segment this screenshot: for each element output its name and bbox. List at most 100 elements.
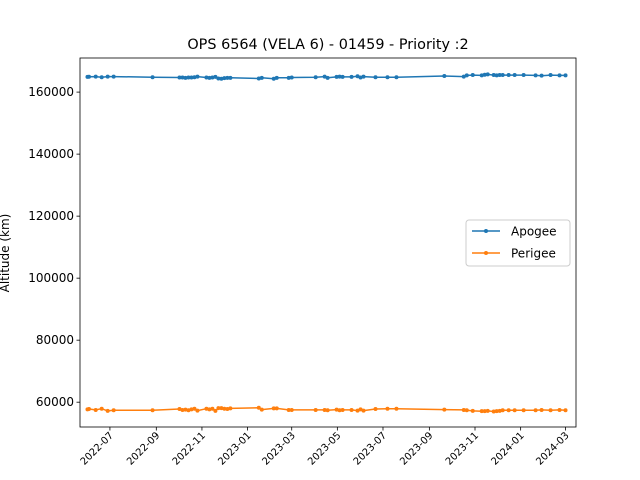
legend-marker-apogee [484, 229, 488, 233]
series-perigee [85, 405, 568, 414]
y-axis-label: Altitude (km) [0, 214, 12, 293]
perigee-point [219, 406, 224, 411]
perigee-point [286, 407, 291, 412]
perigee-point [491, 409, 496, 414]
series-layer [85, 72, 568, 414]
perigee-point [485, 408, 490, 413]
apogee-point [485, 72, 490, 77]
apogee-point [274, 75, 279, 80]
legend-marker-perigee [484, 251, 488, 255]
apogee-point [385, 75, 390, 80]
apogee-point [93, 74, 98, 79]
perigee-point [180, 407, 185, 412]
apogee-point [219, 76, 224, 81]
y-axis: 60000 80000 100000 120000 140000 160000 [28, 85, 80, 409]
apogee-point [548, 73, 553, 78]
apogee-point [180, 75, 185, 80]
perigee-point [500, 408, 505, 413]
apogee-point [349, 74, 354, 79]
apogee-point [86, 74, 91, 79]
perigee-point [539, 407, 544, 412]
perigee-point [150, 408, 155, 413]
apogee-point [442, 73, 447, 78]
perigee-point [358, 407, 363, 412]
apogee-point [334, 74, 339, 79]
perigee-point [361, 408, 366, 413]
apogee-point [99, 75, 104, 80]
perigee-point [271, 406, 276, 411]
perigee-point [213, 408, 218, 413]
apogee-point [500, 73, 505, 78]
perigee-point [274, 406, 279, 411]
perigee-point [313, 407, 318, 412]
apogee-point [340, 74, 345, 79]
perigee-point [210, 406, 215, 411]
legend: Apogee Perigee [465, 219, 571, 267]
apogee-point [497, 73, 502, 78]
apogee-point [394, 75, 399, 80]
y-tick-label: 120000 [28, 209, 74, 223]
apogee-point [286, 75, 291, 80]
apogee-point [533, 73, 538, 78]
apogee-point [512, 73, 517, 78]
apogee-point [521, 73, 526, 78]
perigee-point [86, 407, 91, 412]
perigee-point [259, 407, 264, 412]
perigee-point [470, 408, 475, 413]
apogee-point [177, 75, 182, 80]
apogee-point [213, 74, 218, 79]
apogee-point [313, 75, 318, 80]
apogee-point [461, 74, 466, 79]
perigee-point [497, 408, 502, 413]
perigee-point [289, 407, 294, 412]
perigee-point [557, 407, 562, 412]
y-tick-label: 80000 [36, 333, 74, 347]
perigee-point [337, 408, 342, 413]
chart-title: OPS 6564 (VELA 6) - 01459 - Priority :2 [187, 37, 468, 53]
perigee-point [548, 408, 553, 413]
apogee-point [204, 75, 209, 80]
apogee-point [563, 73, 568, 78]
apogee-point [189, 75, 194, 80]
apogee-point [222, 76, 227, 81]
perigee-point [349, 407, 354, 412]
perigee-point [222, 406, 227, 411]
perigee-point [111, 408, 116, 413]
apogee-point [289, 75, 294, 80]
perigee-point [256, 405, 261, 410]
apogee-point [256, 76, 261, 81]
perigee-point [325, 408, 330, 413]
perigee-point [195, 408, 200, 413]
apogee-point [186, 75, 191, 80]
perigee-point [394, 406, 399, 411]
apogee-point [105, 74, 110, 79]
apogee-point [210, 75, 215, 80]
apogee-point [325, 75, 330, 80]
apogee-point [195, 74, 200, 79]
perigee-point [482, 409, 487, 414]
apogee-point [111, 74, 116, 79]
perigee-point [340, 407, 345, 412]
y-tick-label: 140000 [28, 147, 74, 161]
apogee-point [482, 72, 487, 77]
perigee-point [464, 408, 469, 413]
apogee-point [183, 75, 188, 80]
series-apogee [85, 72, 568, 81]
perigee-point [105, 408, 110, 413]
perigee-point [207, 407, 212, 412]
perigee-point [442, 407, 447, 412]
apogee-point [557, 73, 562, 78]
perigee-point [512, 408, 517, 413]
perigee-point [183, 407, 188, 412]
perigee-point [479, 409, 484, 414]
apogee-point [337, 74, 342, 79]
perigee-point [355, 408, 360, 413]
apogee-point [361, 74, 366, 79]
perigee-point [521, 408, 526, 413]
apogee-point [259, 75, 264, 80]
perigee-point [228, 406, 233, 411]
perigee-point [334, 407, 339, 412]
apogee-point [150, 75, 155, 80]
perigee-point [461, 407, 466, 412]
